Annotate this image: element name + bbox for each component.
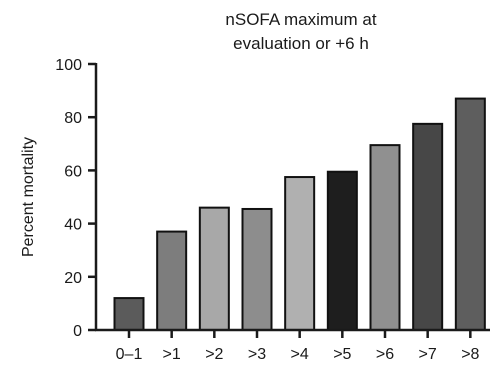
x-tick-label: >8 — [461, 346, 479, 363]
x-tick-label: >6 — [376, 346, 394, 363]
y-axis: 0 20 40 60 80 100 — [55, 57, 96, 340]
bar-4 — [243, 209, 272, 330]
x-tick-label: >1 — [163, 346, 181, 363]
x-tick-label: >3 — [248, 346, 266, 363]
x-tick-label: >4 — [291, 346, 309, 363]
x-axis: 0–1 >1 >2 >3 >4 >5 >6 >7 >8 — [95, 330, 490, 363]
y-tick-label: 100 — [55, 57, 82, 74]
x-tick-label: >5 — [333, 346, 351, 363]
bar-9 — [456, 99, 485, 330]
bar-7 — [371, 145, 400, 330]
y-axis-label: Percent mortality — [20, 137, 37, 257]
y-tick-label: 80 — [64, 110, 82, 127]
y-tick-label: 0 — [73, 323, 82, 340]
x-tick-label: >2 — [205, 346, 223, 363]
x-tick-label: >7 — [419, 346, 437, 363]
x-tick-label: 0–1 — [116, 346, 143, 363]
y-tick-label: 60 — [64, 163, 82, 180]
y-tick-label: 40 — [64, 217, 82, 234]
bar-1 — [115, 298, 144, 330]
chart-title: nSOFA maximum at — [225, 10, 376, 29]
bar-5 — [285, 177, 314, 330]
bars — [115, 99, 485, 330]
chart-subtitle: evaluation or +6 h — [233, 34, 369, 53]
bar-2 — [157, 232, 186, 330]
bar-6 — [328, 172, 357, 330]
bar-8 — [413, 124, 442, 330]
y-tick-label: 20 — [64, 270, 82, 287]
bar-3 — [200, 208, 229, 330]
